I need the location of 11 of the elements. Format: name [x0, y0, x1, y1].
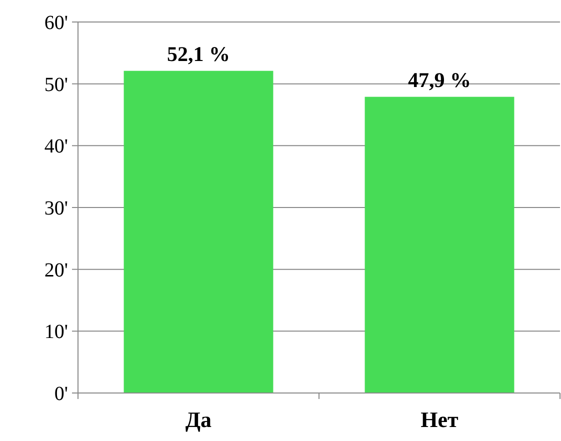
x-tick-label: Нет [420, 407, 459, 432]
y-tick-label: 0' [54, 383, 68, 405]
y-tick-label: 50' [44, 74, 68, 96]
y-tick-label: 20' [44, 259, 68, 282]
data-label: 52,1 % [167, 42, 230, 66]
y-tick-label: 40' [44, 136, 68, 158]
x-tick-label: Да [185, 407, 212, 432]
y-tick-label: 30' [44, 198, 68, 220]
y-tick-label: 60' [44, 12, 68, 34]
data-label: 47,9 % [408, 68, 471, 92]
y-tick-label: 10' [44, 321, 68, 344]
